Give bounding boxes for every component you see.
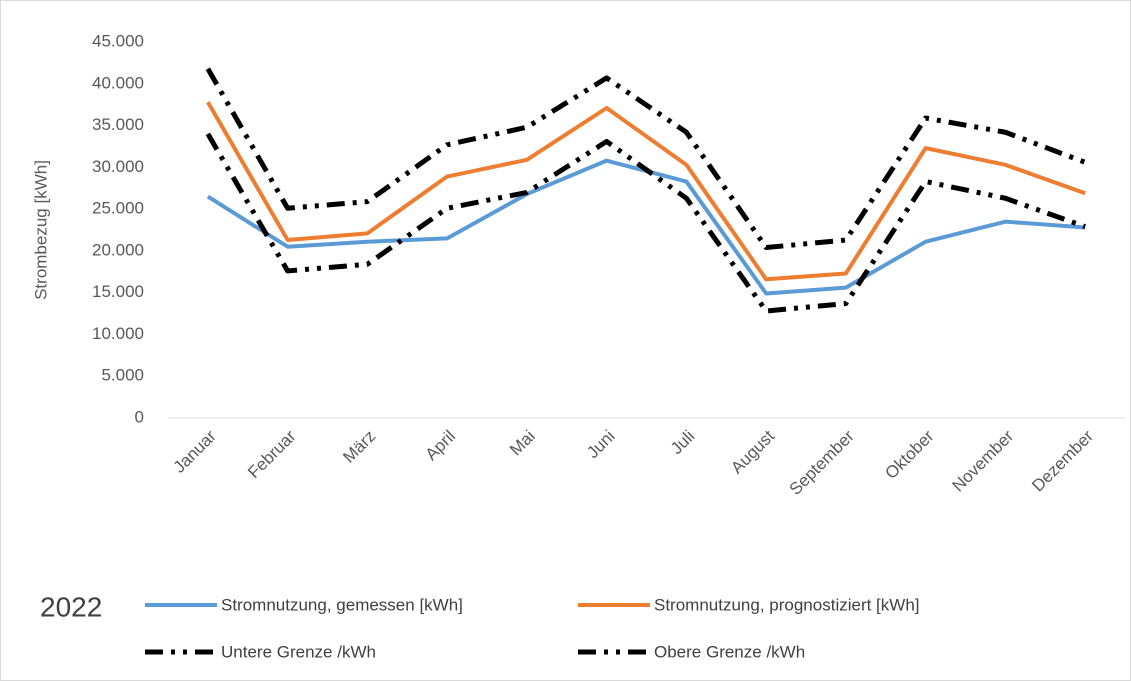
y-tick-label: 25.000 — [92, 199, 144, 218]
series-line — [206, 101, 1086, 282]
legend-label: Stromnutzung, prognostiziert [kWh] — [654, 595, 920, 614]
y-tick-label: 0 — [135, 407, 144, 426]
legend-title: 2022 — [40, 591, 102, 622]
y-axis-title: Strombezug [kWh] — [31, 160, 50, 300]
y-tick-label: 5.000 — [101, 366, 144, 385]
y-tick-label: 20.000 — [92, 240, 144, 259]
series-line — [205, 67, 1087, 251]
y-tick-label: 45.000 — [92, 31, 144, 50]
y-tick-label: 40.000 — [92, 73, 144, 92]
y-tick-label: 35.000 — [92, 115, 144, 134]
y-tick-label: 15.000 — [92, 282, 144, 301]
series-line — [205, 132, 1086, 314]
legend-label: Obere Grenze /kWh — [654, 642, 805, 661]
legend-label: Untere Grenze /kWh — [221, 642, 376, 661]
y-tick-label: 10.000 — [92, 324, 144, 343]
legend-label: Stromnutzung, gemessen [kWh] — [221, 595, 463, 614]
y-tick-label: 30.000 — [92, 157, 144, 176]
